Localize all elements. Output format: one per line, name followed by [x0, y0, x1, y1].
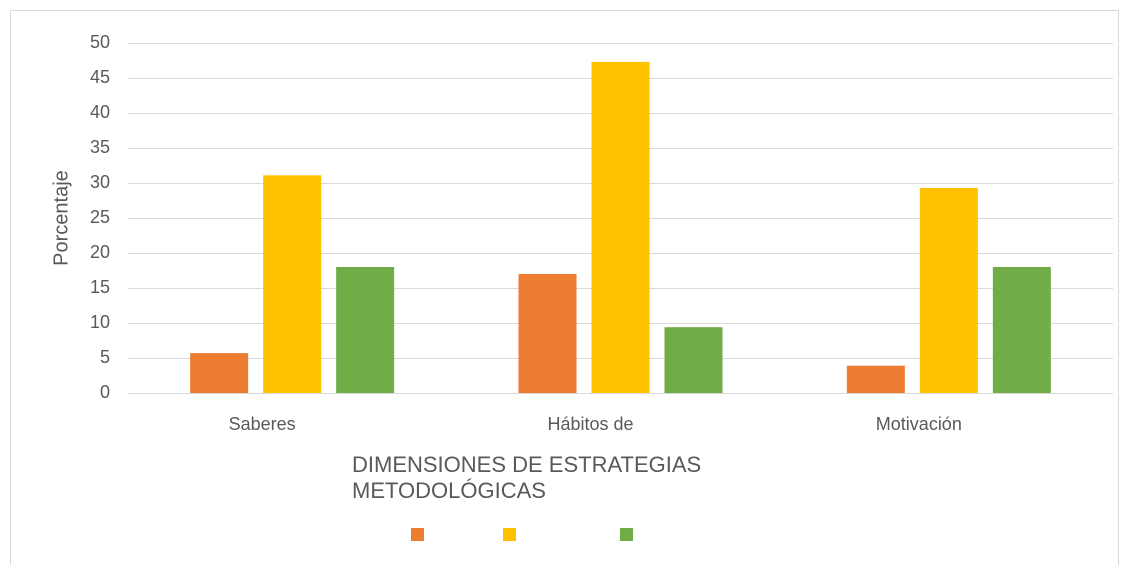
- bar: [336, 267, 395, 393]
- bar: [518, 274, 577, 393]
- legend-swatch: [503, 528, 516, 541]
- bar: [919, 187, 978, 393]
- y-tick-label: 30: [90, 172, 110, 192]
- x-axis-title: DIMENSIONES DE ESTRATEGIAS METODOLÓGICAS: [352, 452, 702, 503]
- y-tick-label: 45: [90, 67, 110, 87]
- legend-swatch: [411, 528, 424, 541]
- y-tick-label: 50: [90, 32, 110, 52]
- y-tick-label: 35: [90, 137, 110, 157]
- bar: [263, 175, 322, 393]
- chart-frame: [10, 10, 1119, 565]
- x-tick-label: Hábitos de: [547, 414, 633, 434]
- x-tick-label: Motivación: [876, 414, 962, 434]
- y-tick-label: 40: [90, 102, 110, 122]
- bar: [190, 353, 249, 393]
- x-tick-label: Saberes: [229, 414, 296, 434]
- bar: [846, 365, 905, 393]
- y-tick-label: 15: [90, 277, 110, 297]
- y-tick-label: 10: [90, 312, 110, 332]
- legend-swatch: [620, 528, 633, 541]
- bar: [591, 61, 650, 394]
- bar: [992, 267, 1051, 393]
- y-tick-label: 5: [100, 347, 110, 367]
- y-axis-title: Porcentaje: [50, 170, 72, 266]
- bar: [664, 327, 723, 393]
- y-tick-label: 0: [100, 382, 110, 402]
- y-tick-label: 25: [90, 207, 110, 227]
- y-tick-label: 20: [90, 242, 110, 262]
